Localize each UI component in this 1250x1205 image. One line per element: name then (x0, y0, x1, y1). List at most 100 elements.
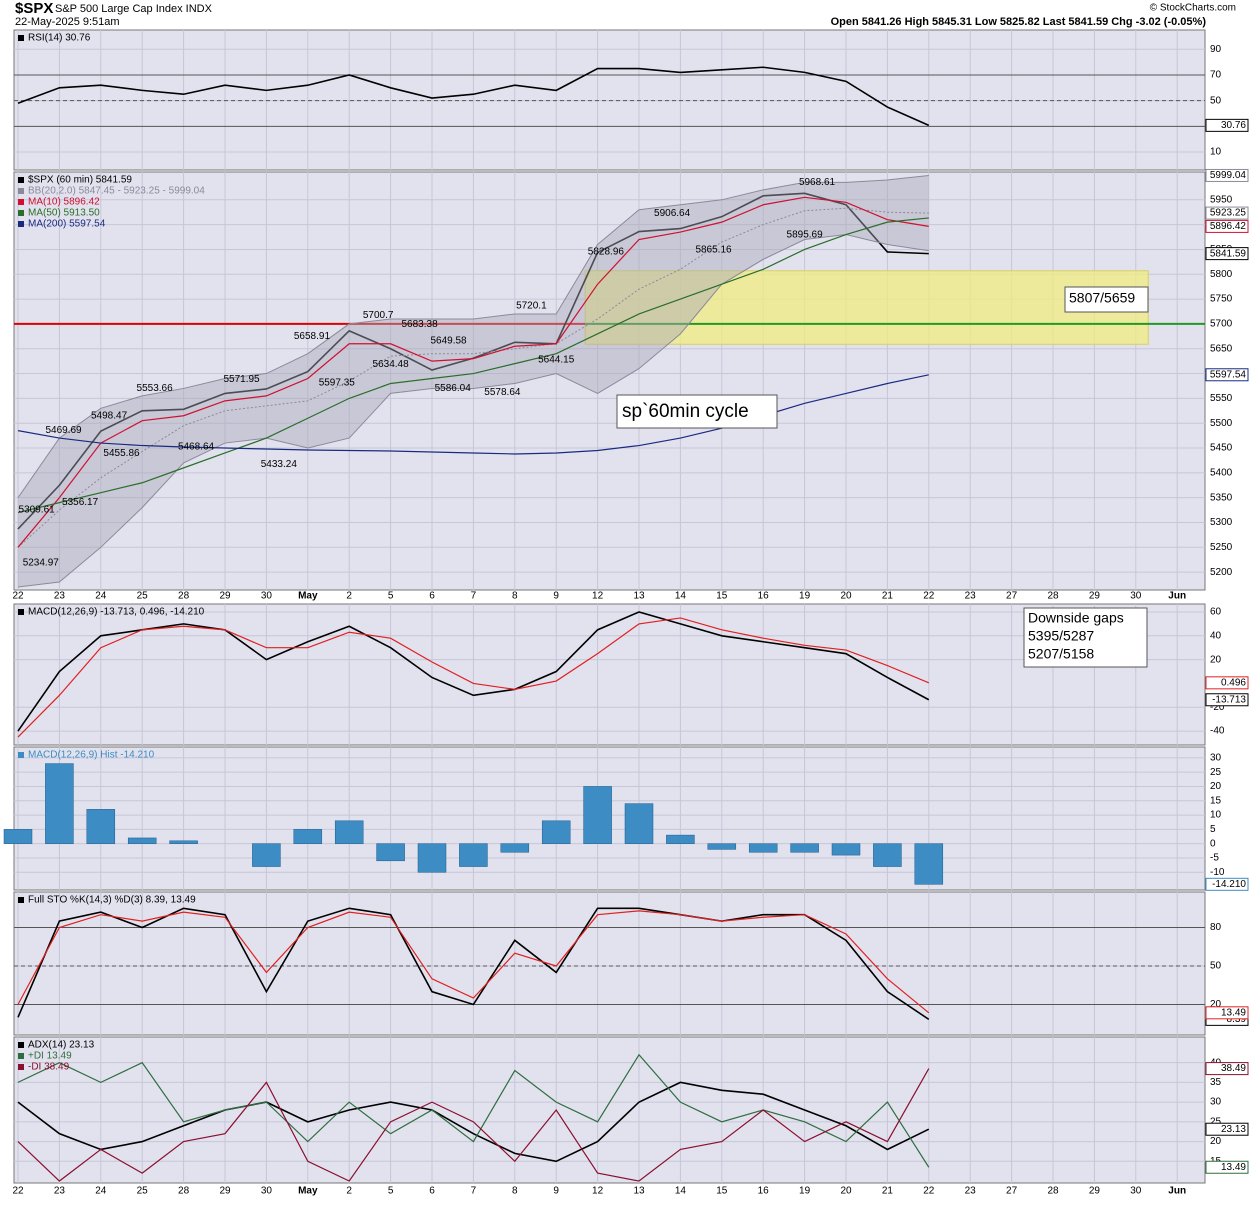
y-tick-label: 20 (1210, 781, 1222, 792)
x-tick-label: 19 (799, 591, 811, 602)
x-tick-label: 15 (716, 591, 728, 602)
last-value-label: 38.49 (1221, 1063, 1246, 1074)
legend-label: $SPX (60 min) 5841.59 (28, 175, 132, 186)
y-tick-label: 80 (1210, 922, 1222, 933)
series-line (17, 617, 930, 738)
x-tick-label: 5 (388, 1186, 394, 1197)
x-tick-label: 29 (219, 591, 231, 602)
x-tick-label: 23 (965, 591, 977, 602)
legend-swatch (18, 1042, 24, 1048)
annotation-box (1023, 607, 1148, 668)
x-tick-label: 25 (137, 591, 149, 602)
series-line (17, 1081, 930, 1163)
datetime: 22-May-2025 9:51am (15, 16, 120, 28)
x-tick-label: May (298, 1186, 318, 1197)
x-tick-label: 30 (261, 1186, 273, 1197)
x-tick-label: 28 (1047, 1186, 1059, 1197)
legend-label: MA(50) 5913.50 (28, 208, 100, 219)
bar (748, 843, 778, 853)
x-tick-label: 9 (553, 1186, 559, 1197)
x-tick-label: 15 (716, 1186, 728, 1197)
last-value-label: -14.210 (1212, 879, 1246, 890)
x-tick-label: 12 (592, 1186, 604, 1197)
x-tick-label: 30 (1130, 1186, 1142, 1197)
last-value-box (1205, 693, 1249, 707)
x-tick-label: Jun (1168, 591, 1186, 602)
price-label: 5433.24 (261, 459, 298, 470)
bar (45, 763, 74, 844)
y-tick-label: 60 (1210, 607, 1222, 618)
x-tick-label: 7 (471, 1186, 477, 1197)
bar (914, 843, 944, 885)
instrument-name: S&P 500 Large Cap Index INDX (55, 3, 213, 15)
price-label: 5683.38 (402, 319, 439, 330)
x-tick-label: 12 (592, 591, 604, 602)
x-tick-label: 5 (388, 591, 394, 602)
bar (459, 843, 488, 867)
price-label: 5455.86 (103, 448, 140, 459)
y-tick-label: 90 (1210, 44, 1222, 55)
x-tick-label: Jun (1168, 1186, 1186, 1197)
x-tick-label: 2 (346, 1186, 352, 1197)
y-tick-label: -10 (1210, 867, 1225, 878)
legend-swatch (18, 188, 24, 194)
y-tick-label: 5550 (1210, 393, 1233, 404)
x-tick-label: 6 (429, 591, 435, 602)
last-value-label: 5841.59 (1210, 248, 1247, 259)
x-tick-label: 30 (261, 591, 273, 602)
price-label: 5234.97 (23, 557, 60, 568)
last-value-label: 8.39 (1227, 1014, 1247, 1025)
last-value-label: 13.49 (1221, 1007, 1246, 1018)
y-tick-label: 50 (1210, 961, 1222, 972)
last-value-label: 5923.25 (1210, 208, 1247, 219)
x-tick-label: 22 (12, 591, 24, 602)
x-tick-label: 22 (923, 1186, 935, 1197)
last-value-box (1205, 247, 1249, 261)
last-value-box (1205, 676, 1249, 690)
y-tick-label: 5500 (1210, 418, 1233, 429)
y-tick-label: -5 (1210, 853, 1219, 864)
x-tick-label: 20 (840, 591, 852, 602)
x-tick-label: 14 (675, 1186, 687, 1197)
annotation: 5395/5287 (1028, 628, 1094, 644)
x-tick-label: 22 (12, 1186, 24, 1197)
band-lower (17, 234, 929, 588)
last-value-box (1205, 168, 1249, 182)
y-tick-label: 35 (1210, 1077, 1222, 1088)
x-tick-label: 23 (54, 1186, 66, 1197)
legend-label: ADX(14) 23.13 (28, 1040, 95, 1051)
last-value-box (1205, 1122, 1249, 1136)
legend-swatch (18, 35, 24, 41)
x-tick-label: 13 (633, 591, 645, 602)
symbol: $SPX (15, 0, 53, 17)
source: © StockCharts.com (1150, 3, 1236, 14)
x-tick-label: 9 (553, 591, 559, 602)
last-value-label: 5896.42 (1210, 221, 1247, 232)
bar (417, 843, 447, 873)
price-label: 5498.47 (91, 411, 128, 422)
price-label: 5571.95 (223, 374, 260, 385)
y-tick-label: 5200 (1210, 567, 1233, 578)
annotation: 5807/5659 (1069, 290, 1135, 306)
annotation: sp`60min cycle (622, 401, 749, 422)
annotation: 5207/5158 (1028, 646, 1094, 662)
price-label: 5309.61 (19, 504, 56, 515)
annotation-box (616, 394, 778, 429)
x-tick-label: 23 (54, 591, 66, 602)
x-tick-label: 16 (758, 1186, 770, 1197)
y-tick-label: -40 (1210, 726, 1225, 737)
legend-swatch (18, 609, 24, 615)
legend-swatch (18, 1064, 24, 1070)
band-upper (17, 174, 929, 498)
panel-background (13, 1036, 1206, 1184)
price-label: 5658.91 (294, 331, 331, 342)
price-label: 5906.64 (654, 208, 691, 219)
bar (790, 843, 819, 853)
y-tick-label: 5650 (1210, 343, 1233, 354)
bar (3, 829, 33, 844)
last-value-box (1205, 877, 1249, 891)
price-label: 5649.58 (430, 336, 467, 347)
last-value-box (1205, 219, 1249, 233)
x-tick-label: 8 (512, 591, 518, 602)
